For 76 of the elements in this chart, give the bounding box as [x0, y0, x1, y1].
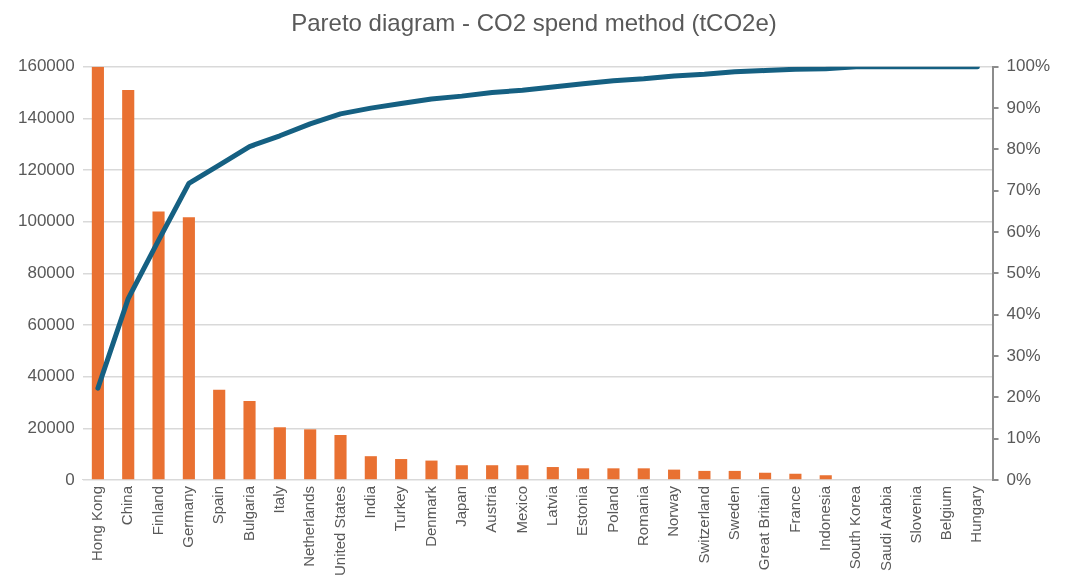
x-tick-label: Norway	[664, 485, 682, 537]
y2-tick-label: 40%	[1006, 304, 1041, 324]
bar	[607, 468, 620, 480]
x-tick-label: Poland	[603, 485, 621, 533]
bar	[728, 470, 741, 480]
x-tick-label: Latvia	[542, 485, 560, 526]
x-tick-label: Slovenia	[906, 485, 924, 544]
bar	[516, 465, 529, 480]
x-tick-label: Switzerland	[694, 485, 712, 564]
bar	[152, 211, 165, 480]
x-tick-label: Japan	[451, 485, 469, 527]
x-tick-label: Belgium	[937, 485, 955, 541]
y2-tick-label: 60%	[1006, 221, 1041, 241]
bar	[304, 429, 317, 480]
x-tick-label: Finland	[148, 485, 166, 536]
x-tick-label: Denmark	[421, 485, 439, 547]
bar	[395, 459, 408, 480]
x-tick-label: India	[360, 485, 378, 519]
y-tick-label: 80000	[27, 263, 75, 283]
bar	[759, 472, 772, 480]
x-tick-label: Hungary	[967, 485, 985, 543]
bar	[819, 475, 832, 480]
bar	[455, 465, 468, 480]
bar	[91, 66, 104, 480]
x-tick-label: Mexico	[512, 485, 530, 534]
y2-tick-label: 20%	[1006, 387, 1041, 407]
y-tick-label: 0	[65, 469, 75, 489]
x-tick-label: Germany	[179, 485, 197, 548]
y2-tick-label: 10%	[1006, 428, 1041, 448]
bar	[789, 473, 802, 480]
x-tick-label: Sweden	[724, 485, 742, 541]
x-tick-label: Italy	[269, 485, 287, 514]
y-tick-label: 20000	[27, 417, 75, 437]
y2-tick-label: 50%	[1006, 263, 1041, 283]
y2-tick-label: 100%	[1006, 56, 1050, 76]
x-tick-label: Spain	[209, 485, 227, 525]
bar	[213, 389, 226, 480]
x-tick-label: Turkey	[391, 485, 409, 532]
bar	[243, 400, 256, 480]
bar	[546, 467, 559, 480]
bar	[577, 468, 590, 480]
bar	[425, 460, 438, 480]
bar	[637, 468, 650, 480]
x-tick-label: Saudi Arabia	[876, 485, 894, 572]
bar	[668, 469, 681, 480]
bar	[182, 217, 195, 480]
y-tick-label: 120000	[17, 159, 75, 179]
bar	[122, 90, 135, 480]
y-tick-label: 60000	[27, 314, 75, 334]
y-tick-label: 100000	[17, 211, 75, 231]
x-tick-label: South Korea	[846, 485, 864, 570]
x-tick-label: Netherlands	[300, 485, 318, 567]
y2-tick-label: 80%	[1006, 139, 1041, 159]
bar	[486, 465, 499, 480]
x-tick-label: China	[118, 485, 136, 526]
bar	[273, 427, 286, 480]
bar	[698, 470, 711, 480]
chart-title: Pareto diagram - CO2 spend method (tCO2e)	[291, 9, 777, 37]
y-tick-label: 140000	[17, 108, 75, 128]
x-tick-label: Austria	[482, 485, 500, 533]
x-tick-label: United States	[330, 485, 348, 577]
x-tick-label: Romania	[633, 485, 651, 546]
x-tick-label: France	[785, 485, 803, 533]
x-tick-label: Estonia	[573, 485, 591, 536]
x-tick-label: Bulgaria	[239, 485, 257, 541]
y2-tick-label: 70%	[1006, 180, 1041, 200]
y2-tick-label: 0%	[1006, 469, 1032, 489]
bar	[334, 435, 347, 480]
y2-tick-label: 30%	[1006, 345, 1041, 365]
x-tick-label: Hong Kong	[88, 485, 106, 562]
x-tick-label: Great Britain	[755, 485, 773, 571]
y-tick-label: 40000	[27, 366, 75, 386]
y-tick-label: 160000	[17, 56, 75, 76]
bar	[364, 456, 377, 480]
x-tick-label: Indonesia	[815, 485, 833, 552]
y2-tick-label: 90%	[1006, 97, 1041, 117]
